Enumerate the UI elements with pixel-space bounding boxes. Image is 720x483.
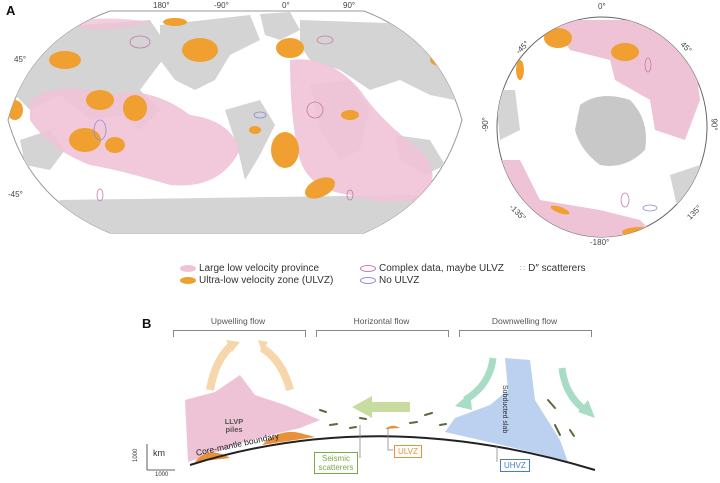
upwelling-bracket <box>173 330 306 337</box>
polar-map <box>490 10 720 250</box>
scatterer-dots-icon: ∷ <box>520 264 526 273</box>
subducted-slab-label: Subducted slab <box>501 385 508 434</box>
upwelling-label: Upwelling flow <box>210 316 266 326</box>
panel-a-label: A <box>6 3 16 18</box>
seismic-scatterers-callout: Seismic scatterers <box>314 452 358 474</box>
lon-tick: 90° <box>343 1 356 10</box>
scale-unit: km <box>153 448 165 458</box>
ulvz-callout: ULVZ <box>394 445 422 458</box>
scale-horizontal: 1000 <box>155 472 169 478</box>
world-map <box>0 0 480 240</box>
legend-ulvz: Ultra-low velocity zone (ULVZ) <box>180 275 333 286</box>
polar-tick: 0° <box>598 2 606 11</box>
scale-vertical: 1000 <box>133 448 139 462</box>
lat-tick: -45° <box>8 190 23 199</box>
legend-label: Ultra-low velocity zone (ULVZ) <box>199 275 334 286</box>
legend-no-ulvz: No ULVZ <box>360 275 419 286</box>
llvp-piles-label: LLVP piles <box>224 417 244 434</box>
lon-tick: -90° <box>214 1 229 10</box>
uhvz-callout: UHVZ <box>500 459 530 472</box>
legend-label: D″ scatterers <box>528 263 586 274</box>
panel-b-label: B <box>142 316 152 331</box>
llvp-swatch-icon <box>180 265 196 272</box>
lat-tick: 45° <box>14 55 27 64</box>
legend-label: Complex data, maybe ULVZ <box>379 263 504 274</box>
legend-scatterers: ∷ D″ scatterers <box>520 263 586 274</box>
lon-tick: 0° <box>282 1 290 10</box>
complex-outline-icon <box>360 265 376 272</box>
downwelling-bracket <box>459 330 592 337</box>
lon-tick: 180° <box>153 1 170 10</box>
legend-complex: Complex data, maybe ULVZ <box>360 263 504 274</box>
no-ulvz-outline-icon <box>360 277 376 284</box>
ulvz-swatch-icon <box>180 277 196 284</box>
polar-tick: -180° <box>590 238 610 247</box>
legend-label: No ULVZ <box>379 275 420 286</box>
downwelling-label: Downwelling flow <box>491 316 558 326</box>
legend-llvp: Large low velocity province <box>180 263 319 274</box>
horizontal-bracket <box>316 330 449 337</box>
legend-label: Large low velocity province <box>199 263 320 274</box>
horizontal-label: Horizontal flow <box>353 316 410 326</box>
